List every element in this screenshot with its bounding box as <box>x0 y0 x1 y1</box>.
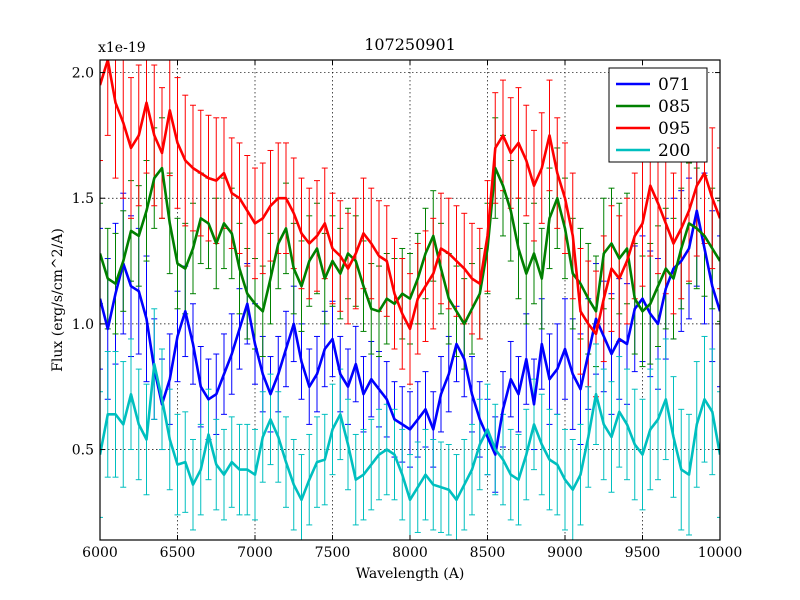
y-tick-label: 0.5 <box>72 443 94 459</box>
legend-label-085: 085 <box>658 97 690 117</box>
y-axis-label: Flux (erg/s/cm^2/A) <box>50 228 66 372</box>
legend-label-071: 071 <box>658 75 690 95</box>
series-line-085 <box>100 166 720 326</box>
x-tick-label: 10000 <box>698 545 743 561</box>
y-multiplier-label: x1e-19 <box>98 40 146 56</box>
x-tick-label: 9500 <box>625 545 661 561</box>
y-tick-label: 2.0 <box>72 66 94 82</box>
series-lines <box>100 60 720 502</box>
x-tick-label: 7500 <box>315 545 351 561</box>
x-tick-label: 8000 <box>392 545 428 561</box>
chart-title: 107250901 <box>364 35 456 54</box>
series-line-200 <box>100 362 720 502</box>
legend-label-095: 095 <box>658 119 690 139</box>
y-tick-label: 1.0 <box>72 317 94 333</box>
axis-ticks: 6000 6500 7000 7500 8000 8500 9000 9500 10000 0.5… <box>72 60 743 561</box>
x-tick-label: 9000 <box>547 545 583 561</box>
x-tick-label: 8500 <box>470 545 506 561</box>
y-tick-label: 1.5 <box>72 191 94 207</box>
x-tick-label: 6000 <box>82 545 118 561</box>
x-tick-label: 7000 <box>237 545 273 561</box>
x-tick-label: 6500 <box>160 545 196 561</box>
legend-label-200: 200 <box>658 141 690 161</box>
x-axis-label: Wavelength (A) <box>356 566 465 582</box>
series-line-095 <box>100 60 720 336</box>
series-line-071 <box>100 209 720 456</box>
